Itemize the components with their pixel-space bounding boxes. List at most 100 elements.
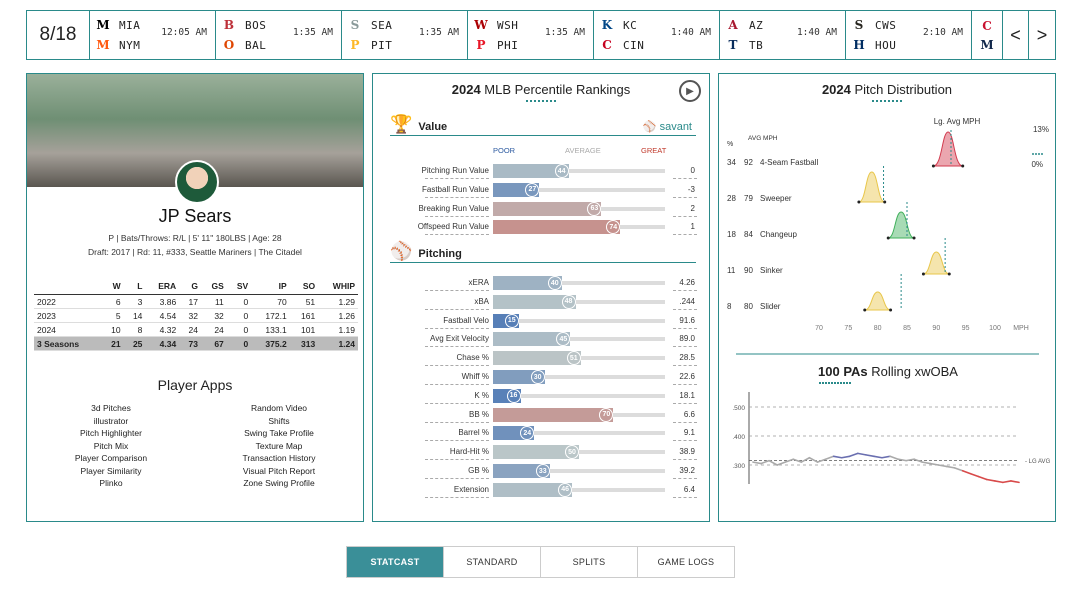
ticker-game[interactable]: S SEA P PIT 1:35 AM <box>342 11 468 59</box>
player-app-link[interactable]: Zone Swing Profile <box>243 478 315 488</box>
value-divider <box>673 365 697 367</box>
density-endpoint <box>931 164 935 168</box>
percentile-bubble[interactable]: 24 <box>520 426 535 441</box>
ticker-game[interactable]: S CWS H HOU 2:10 AM <box>846 11 972 59</box>
ticker-game[interactable]: A AZ T TB 1:40 AM <box>720 11 846 59</box>
metric-value: 91.6 <box>679 315 695 325</box>
stats-cell: 0 <box>226 308 252 323</box>
percentile-bubble[interactable]: 70 <box>599 407 614 422</box>
pitch-density-curve[interactable] <box>864 291 891 311</box>
player-app-link[interactable]: illustrator <box>93 415 129 426</box>
matchup: M MIA M NYM <box>95 17 140 54</box>
ticker-game[interactable]: W WSH P PHI 1:35 AM <box>468 11 594 59</box>
pitch-density-curve[interactable] <box>858 171 885 203</box>
away-team: W WSH <box>473 17 518 34</box>
ticker-game[interactable]: M MIA M NYM 12:05 AM <box>90 11 216 59</box>
tab-game-logs[interactable]: GAME LOGS <box>657 557 715 567</box>
rolling-xwoba-segment <box>800 456 811 463</box>
stats-cell: 17 <box>179 294 201 309</box>
stats-cell: 1.24 <box>318 336 358 351</box>
team-abbr: WSH <box>497 18 519 32</box>
title-underline <box>526 100 556 102</box>
stats-cell: 24 <box>201 322 227 337</box>
percentile-bubble[interactable]: 46 <box>558 482 573 497</box>
percentile-row: K % 16 18.1 <box>373 388 709 404</box>
percentile-bubble[interactable]: 45 <box>556 332 571 347</box>
team-abbr: TB <box>749 38 764 52</box>
stats-cell: 11 <box>201 294 227 309</box>
stats-cell: 2024 <box>34 322 102 337</box>
player-app-link[interactable]: Shifts <box>268 415 290 426</box>
percentile-bubble[interactable]: 51 <box>566 351 581 366</box>
percentile-bubble[interactable]: 33 <box>535 464 550 478</box>
ticker-game[interactable]: B BOS O BAL 1:35 AM <box>216 11 342 59</box>
player-app-link[interactable]: Swing Take Profile <box>244 428 314 438</box>
scoreboard-ticker: 8/18 M MIA M NYM 12:05 AM B BOS O BAL 1:35 AM S SEA… <box>26 10 1056 60</box>
tab-standard[interactable]: STANDARD <box>444 547 541 577</box>
ticker-game-partial[interactable]: C M <box>972 11 1003 59</box>
pitch-mph: 80 <box>744 302 753 311</box>
percentile-bubble[interactable]: 16 <box>506 388 521 403</box>
player-app-link[interactable]: Pitch Mix <box>93 440 129 451</box>
player-app-link[interactable]: Pitch Highlighter <box>80 428 142 438</box>
player-app-link[interactable]: Player Comparison <box>74 453 148 463</box>
team-abbr: NYM <box>119 38 141 52</box>
team-logo-icon: M <box>96 18 110 32</box>
team-logo-icon: S <box>350 18 360 32</box>
value-divider <box>673 196 697 198</box>
pitch-mph: 84 <box>744 230 753 239</box>
stats-cell: 0 <box>226 294 252 309</box>
play-icon[interactable]: ▶ <box>679 80 701 102</box>
pitching-section-header: ⚾ Pitching <box>390 242 696 263</box>
percentile-bubble[interactable]: 30 <box>530 370 545 384</box>
team-logo-icon: M <box>96 38 110 52</box>
player-app-link[interactable]: Texture Map <box>255 440 303 451</box>
pitch-pct: 18 <box>727 230 736 239</box>
player-app-link[interactable]: Transaction History <box>242 453 316 463</box>
player-app-link[interactable]: Plinko <box>99 478 123 488</box>
player-app-link[interactable]: Visual Pitch Report <box>242 465 316 476</box>
ticker-next-button[interactable]: > <box>1036 24 1048 45</box>
ticker-game[interactable]: K KC C CIN 1:40 AM <box>594 11 720 59</box>
percentile-bubble[interactable]: 48 <box>561 294 576 309</box>
percentile-bubble[interactable]: 40 <box>547 276 562 290</box>
tab-splits[interactable]: SPLITS <box>541 547 638 577</box>
y-tick-label: .400 <box>732 434 745 441</box>
rolling-xwoba-segment <box>881 455 891 459</box>
percentile-bubble[interactable]: 27 <box>525 182 540 197</box>
density-endpoint <box>921 272 925 276</box>
percentile-bubble[interactable]: 74 <box>606 220 621 235</box>
metric-value: 0 <box>690 166 695 175</box>
game-time: 1:40 AM <box>796 27 837 38</box>
player-app-link[interactable]: Player Similarity <box>80 465 142 476</box>
percentile-row: Hard-Hit % 50 38.9 <box>373 444 709 461</box>
rolling-xwoba-segment <box>840 455 851 459</box>
stats-header-cell: G <box>179 278 201 295</box>
pitch-density-curve[interactable] <box>923 251 950 275</box>
game-time: 1:40 AM <box>670 27 711 38</box>
player-apps-list: 3d Pitches Random Video illustrator Shifts P… <box>27 403 363 488</box>
percentile-bubble[interactable]: 50 <box>565 445 579 460</box>
lg-avg-reference-label: - LG AVG <box>1025 459 1051 465</box>
stats-cell: 4.34 <box>145 336 180 351</box>
pitch-density-curve[interactable] <box>888 211 915 239</box>
player-app-link[interactable]: Random Video <box>250 403 308 413</box>
percentile-bar <box>493 164 569 178</box>
stats-cell: 21 <box>101 336 124 351</box>
percentile-track <box>493 393 665 398</box>
ticker-prev-button[interactable]: < <box>1003 11 1029 59</box>
player-app-link[interactable]: 3d Pitches <box>91 403 131 413</box>
stats-cell: 1.26 <box>318 308 358 323</box>
rolling-xwoba-segment <box>873 455 883 459</box>
metric-value: 39.2 <box>679 466 695 475</box>
mph-tick-label: 90 <box>932 325 940 332</box>
pitch-density-curve[interactable] <box>933 131 963 167</box>
percentile-track <box>493 169 665 173</box>
stats-cell: 32 <box>201 308 227 323</box>
percentile-bubble[interactable]: 44 <box>554 164 569 178</box>
tab-statcast[interactable]: STATCAST <box>347 547 444 577</box>
percentile-bubble[interactable]: 63 <box>587 201 602 216</box>
savant-link[interactable]: ⚾ savant <box>642 121 692 133</box>
percentile-bar <box>493 351 581 366</box>
percentile-bubble[interactable]: 15 <box>504 313 519 328</box>
